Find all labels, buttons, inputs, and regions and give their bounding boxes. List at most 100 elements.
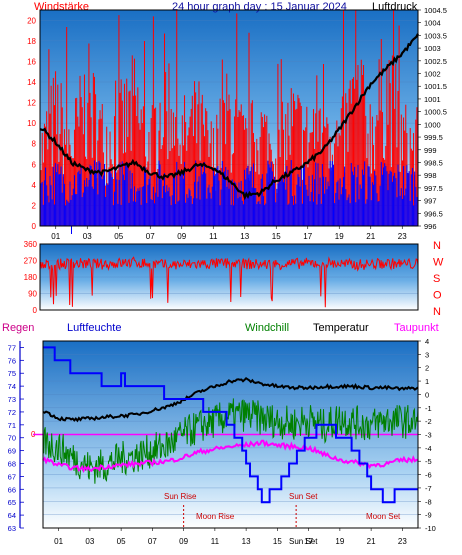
top-x-tick-label: 13 — [240, 232, 249, 241]
top-chart-layer: 0 2 4 6 8 10 12 14 16 18 20 996 996.5 997 997.5 998 998.… — [27, 6, 447, 241]
top-chart-right-label: Luftdruck — [372, 1, 418, 13]
event-moon-rise: Moon Rise — [196, 512, 235, 521]
compass-letter: N — [433, 306, 441, 318]
temperature-tick-label: 2 — [425, 364, 429, 373]
legend-windchill: Windchill — [245, 322, 289, 334]
event-moon-set: Moon Set — [366, 512, 401, 521]
bottom-x-tick-label: 13 — [242, 537, 251, 546]
bottom-x-tick-label: 01 — [54, 537, 63, 546]
bottom-x-tick-label: 07 — [148, 537, 157, 546]
top-left-tick-label: 2 — [32, 201, 37, 210]
bottom-x-tick-label: 19 — [335, 537, 344, 546]
legend-luftfeuchte: Luftfeuchte — [67, 322, 121, 334]
legend-temperatur: Temperatur — [313, 322, 369, 334]
top-x-tick-label: 11 — [209, 232, 218, 241]
legend-taupunkt: Taupunkt — [394, 322, 439, 334]
humidity-tick-label: 70 — [8, 434, 16, 443]
top-left-tick-label: 6 — [32, 160, 37, 169]
bottom-x-tick-label: 11 — [211, 537, 220, 546]
humidity-tick-label: 76 — [8, 356, 16, 365]
temperature-tick-label: -5 — [425, 457, 432, 466]
top-right-tick-label: 999.5 — [424, 133, 443, 142]
temperature-tick-label: -8 — [425, 497, 432, 506]
top-left-tick-label: 0 — [32, 222, 37, 231]
top-left-tick-label: 12 — [27, 99, 36, 108]
humidity-tick-label: 72 — [8, 408, 16, 417]
top-left-tick-label: 18 — [27, 37, 36, 46]
top-right-tick-label: 997 — [424, 197, 437, 206]
top-right-tick-label: 996 — [424, 222, 437, 231]
humidity-tick-label: 67 — [8, 472, 16, 481]
top-left-tick-label: 10 — [27, 119, 36, 128]
compass-letter: W — [433, 257, 444, 269]
top-right-tick-label: 996.5 — [424, 209, 443, 218]
top-chart-title: 24 hour graph day : 15 Januar 2024 — [172, 1, 347, 13]
humidity-tick-label: 75 — [8, 369, 16, 378]
temperature-tick-label: 3 — [425, 350, 429, 359]
top-left-tick-label: 4 — [32, 181, 37, 190]
bottom-x-tick-label: 21 — [367, 537, 376, 546]
temperature-tick-label: -9 — [425, 511, 432, 520]
wind-direction-line — [39, 256, 419, 308]
humidity-tick-label: 69 — [8, 447, 16, 456]
temperature-tick-label: -10 — [425, 524, 436, 533]
humidity-tick-label: 74 — [8, 382, 16, 391]
windchill-line — [42, 398, 419, 484]
top-right-tick-label: 1002 — [424, 70, 441, 79]
top-left-tick-label: 14 — [27, 78, 36, 87]
top-right-tick-label: 997.5 — [424, 184, 443, 193]
temperature-tick-label: -1 — [425, 404, 432, 413]
humidity-tick-label: 66 — [8, 485, 16, 494]
event-sun-set-axis: Sun Set — [289, 537, 318, 546]
humidity-tick-label: 77 — [8, 343, 16, 352]
top-chart-left-label: Windstärke — [34, 1, 89, 13]
dewpoint-line — [42, 439, 418, 474]
top-x-tick-label: 15 — [272, 232, 281, 241]
top-x-tick-label: 01 — [51, 232, 60, 241]
humidity-line — [43, 346, 418, 504]
event-sun-set: Sun Set — [289, 492, 318, 501]
temperature-tick-label: -4 — [425, 444, 432, 453]
event-sun-rise: Sun Rise — [164, 492, 197, 501]
middle-tick-label: 90 — [28, 290, 37, 299]
top-x-tick-label: 09 — [177, 232, 186, 241]
top-right-tick-label: 1003 — [424, 44, 441, 53]
middle-tick-label: 360 — [24, 240, 38, 249]
top-x-tick-label: 03 — [83, 232, 92, 241]
top-right-tick-label: 1000.5 — [424, 108, 447, 117]
top-left-tick-label: 8 — [32, 140, 37, 149]
top-right-tick-label: 998 — [424, 171, 437, 180]
compass-letter: N — [433, 240, 441, 252]
top-x-tick-label: 07 — [146, 232, 155, 241]
top-x-tick-label: 17 — [303, 232, 312, 241]
top-left-tick-label: 16 — [27, 57, 36, 66]
bottom-x-tick-label: 05 — [117, 537, 126, 546]
humidity-tick-label: 68 — [8, 460, 16, 469]
humidity-tick-label: 65 — [8, 498, 16, 507]
temperature-tick-label: -7 — [425, 484, 432, 493]
temperature-tick-label: 0 — [425, 390, 429, 399]
top-right-tick-label: 998.5 — [424, 158, 443, 167]
legend-regen: Regen — [2, 322, 34, 334]
top-right-tick-label: 1004.5 — [424, 6, 447, 15]
pressure-line — [39, 33, 419, 201]
top-right-tick-label: 1004 — [424, 19, 441, 28]
bottom-x-tick-label: 23 — [398, 537, 407, 546]
bottom-x-tick-label: 17 — [304, 537, 313, 546]
temperature-tick-label: 4 — [425, 337, 429, 346]
temperature-line — [42, 377, 419, 423]
bottom-x-tick-label: 09 — [179, 537, 188, 546]
top-x-tick-label: 21 — [366, 232, 375, 241]
temperature-tick-label: 1 — [425, 377, 429, 386]
top-x-tick-label: 05 — [114, 232, 123, 241]
top-right-tick-label: 1003.5 — [424, 31, 447, 40]
top-left-tick-label: 20 — [27, 16, 36, 25]
middle-tick-label: 270 — [24, 257, 38, 266]
bottom-x-tick-label: 15 — [273, 537, 282, 546]
top-right-tick-label: 1000 — [424, 120, 441, 129]
humidity-tick-label: 71 — [8, 421, 16, 430]
humidity-tick-label: 63 — [8, 524, 16, 533]
